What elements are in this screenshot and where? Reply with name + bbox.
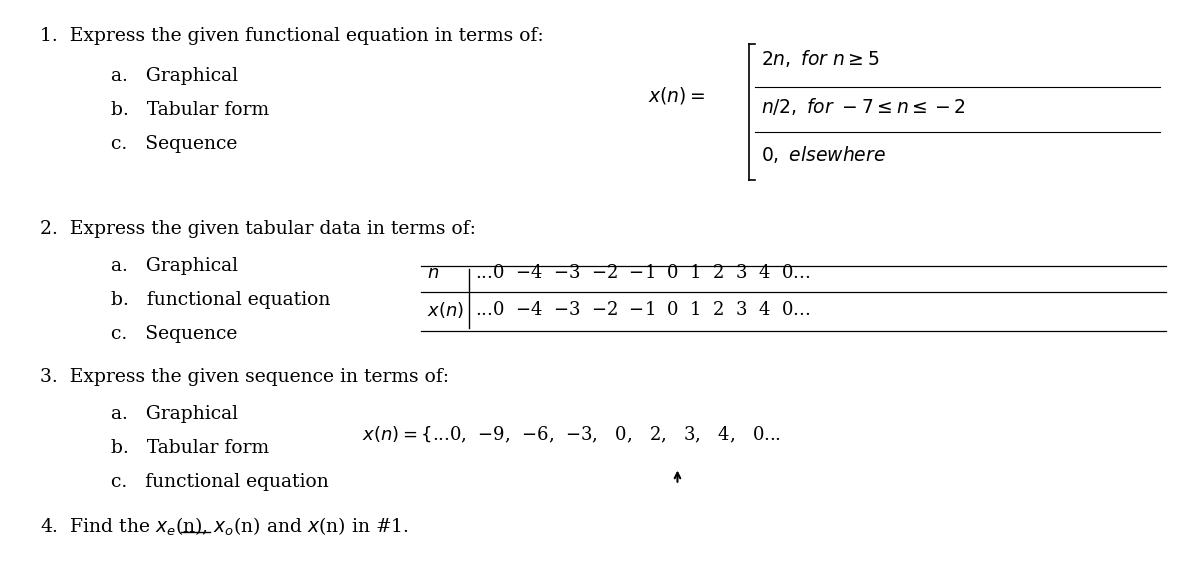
Text: 4.  Find the $x_e$(n), $x_o$(n) and $x$(n) in #1.: 4. Find the $x_e$(n), $x_o$(n) and $x$(n… — [40, 516, 409, 538]
Text: $x(n)$: $x(n)$ — [427, 300, 464, 320]
Text: $n$: $n$ — [427, 264, 439, 282]
Text: b.   Tabular form: b. Tabular form — [112, 439, 270, 457]
Text: $0,\ \mathit{elsewhere}$: $0,\ \mathit{elsewhere}$ — [761, 144, 886, 166]
Text: 1.  Express the given functional equation in terms of:: 1. Express the given functional equation… — [40, 27, 544, 45]
Text: a.   Graphical: a. Graphical — [112, 257, 239, 275]
Text: ...0  $-$4  $-$3  $-$2  $-$1  0  1  2  3  4  0...: ...0 $-$4 $-$3 $-$2 $-$1 0 1 2 3 4 0... — [475, 264, 810, 282]
Text: c.   functional equation: c. functional equation — [112, 473, 329, 492]
Text: 3.  Express the given sequence in terms of:: 3. Express the given sequence in terms o… — [40, 368, 449, 386]
Text: b.   Tabular form: b. Tabular form — [112, 101, 270, 119]
Text: c.   Sequence: c. Sequence — [112, 135, 238, 153]
Text: $x(n) =$: $x(n) =$ — [648, 85, 706, 106]
Text: ...0  $-$4  $-$3  $-$2  $-$1  0  1  2  3  4  0...: ...0 $-$4 $-$3 $-$2 $-$1 0 1 2 3 4 0... — [475, 301, 810, 319]
Text: a.   Graphical: a. Graphical — [112, 67, 239, 85]
Text: a.   Graphical: a. Graphical — [112, 405, 239, 423]
Text: $n/2,\ \mathit{for}\ -7\leq n\leq -2$: $n/2,\ \mathit{for}\ -7\leq n\leq -2$ — [761, 96, 966, 117]
Text: $2n,\ \mathit{for}\ n\geq5$: $2n,\ \mathit{for}\ n\geq5$ — [761, 48, 880, 69]
Text: $x(n) = \{$...0,  $-$9,  $-$6,  $-$3,   0,   2,   3,   4,   0...: $x(n) = \{$...0, $-$9, $-$6, $-$3, 0, 2,… — [361, 425, 781, 445]
Text: b.   functional equation: b. functional equation — [112, 291, 331, 309]
Text: 2.  Express the given tabular data in terms of:: 2. Express the given tabular data in ter… — [40, 220, 475, 238]
Text: c.   Sequence: c. Sequence — [112, 325, 238, 343]
